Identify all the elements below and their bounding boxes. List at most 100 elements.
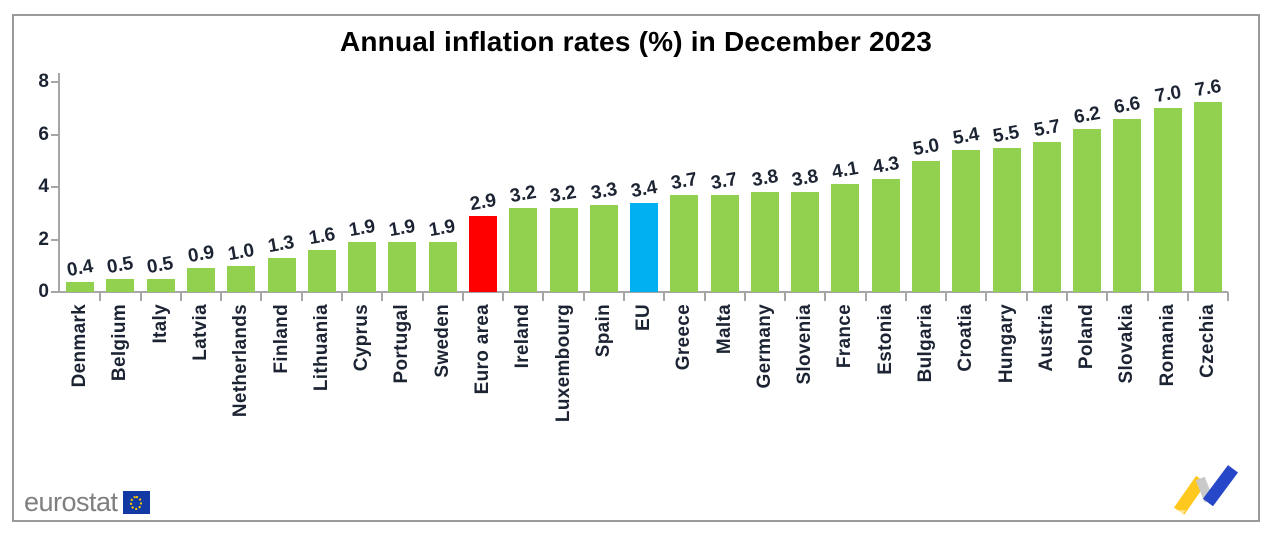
- category-cell: Bulgaria: [906, 292, 946, 452]
- category-cell: Ireland: [503, 292, 543, 452]
- bar-value-label: 3.7: [669, 168, 700, 195]
- category-label-ireland: Ireland: [512, 304, 534, 369]
- bar-czechia: [1194, 102, 1223, 292]
- category-cell: Netherlands: [221, 292, 261, 452]
- category-cell: Slovenia: [785, 292, 825, 452]
- bar-slot: 1.9: [423, 78, 464, 301]
- category-cell: Hungary: [986, 292, 1026, 452]
- bar-luxembourg: [549, 208, 578, 292]
- y-axis-tick: [51, 133, 58, 136]
- bar-slot: 0.5: [141, 78, 182, 301]
- bar-value-label: 5.5: [991, 121, 1022, 147]
- bar-value-label: 5.7: [1031, 116, 1062, 142]
- bar-slot: 5.4: [946, 78, 988, 301]
- bar-slot: 5.5: [986, 78, 1028, 301]
- x-axis-tick: [663, 292, 666, 301]
- bar-value-label: 0.9: [186, 242, 216, 268]
- bar-value-label: 3.2: [548, 181, 579, 208]
- category-cell: Austria: [1027, 292, 1067, 452]
- x-axis-tick: [864, 292, 867, 301]
- category-cell: Spain: [584, 292, 624, 452]
- x-axis-tick: [260, 292, 263, 301]
- bar-sweden: [428, 242, 457, 292]
- bar-slot: 2.9: [463, 78, 505, 301]
- y-tick-label: 6: [38, 123, 49, 145]
- category-label-eu: EU: [633, 304, 655, 331]
- x-axis-tick: [381, 292, 384, 301]
- bar-slot: 5.7: [1027, 78, 1069, 301]
- bar-belgium: [106, 278, 135, 292]
- category-label-lithuania: Lithuania: [310, 304, 332, 392]
- bar-eu: [630, 202, 659, 292]
- category-cell: Finland: [261, 292, 301, 452]
- x-axis-tick: [220, 292, 223, 301]
- category-label-sweden: Sweden: [431, 304, 453, 378]
- bar-slot: 3.8: [745, 78, 787, 301]
- category-cell: EU: [624, 292, 664, 452]
- x-axis-tick: [824, 292, 827, 301]
- bar-value-label: 4.3: [870, 152, 901, 179]
- x-axis-tick: [904, 292, 907, 301]
- bar-bulgaria: [912, 160, 941, 292]
- category-cell: Malta: [705, 292, 745, 452]
- bar-slot: 3.4: [624, 78, 666, 301]
- bar-slot: 7.0: [1148, 78, 1189, 301]
- bar-value-label: 5.4: [951, 124, 982, 150]
- bar-slot: 3.2: [503, 78, 545, 301]
- x-axis-labels: Denmark Belgium Italy Latvia Netherlands Finl…: [60, 292, 1228, 452]
- category-cell: Slovakia: [1107, 292, 1147, 452]
- x-axis-line: [58, 291, 1228, 293]
- y-tick-label: 4: [38, 176, 49, 197]
- bar-value-label: 1.9: [427, 215, 458, 242]
- bar-denmark: [66, 281, 95, 292]
- bar-slot: 1.9: [342, 78, 384, 301]
- bar-romania: [1153, 108, 1182, 292]
- bar-slot: 6.2: [1067, 78, 1109, 301]
- x-axis-tick: [179, 292, 182, 301]
- bar-slot: 0.4: [60, 78, 102, 301]
- category-label-italy: Italy: [149, 304, 171, 344]
- bar-value-label: 0.4: [65, 255, 95, 281]
- category-cell: Euro area: [463, 292, 503, 452]
- x-axis-tick: [1066, 292, 1069, 301]
- eurostat-wordmark: eurostat: [24, 487, 118, 517]
- bar-value-label: 1.9: [347, 215, 377, 242]
- category-cell: Poland: [1067, 292, 1107, 452]
- bar-slot: 1.0: [221, 78, 263, 301]
- bar-value-label: 7.6: [1193, 75, 1223, 102]
- bar-value-label: 1.3: [266, 231, 297, 258]
- bar-greece: [670, 194, 699, 292]
- bar-france: [831, 184, 860, 292]
- category-label-poland: Poland: [1076, 304, 1098, 370]
- y-tick-label: 2: [38, 228, 49, 250]
- bar-estonia: [871, 179, 900, 292]
- bar-hungary: [992, 147, 1021, 292]
- bar-slot: 0.9: [181, 78, 223, 301]
- x-axis-tick: [582, 292, 585, 301]
- bar-value-label: 1.6: [306, 223, 337, 250]
- category-cell: France: [825, 292, 865, 452]
- bar-slovenia: [791, 192, 820, 292]
- bar-value-label: 1.0: [226, 239, 257, 265]
- x-axis-tick: [1106, 292, 1109, 301]
- bar-value-label: 3.7: [709, 168, 740, 195]
- x-axis-tick: [622, 292, 625, 301]
- category-cell: Denmark: [60, 292, 100, 452]
- category-label-romania: Romania: [1156, 304, 1178, 387]
- bar-value-label: 3.4: [629, 176, 659, 202]
- category-label-luxembourg: Luxembourg: [552, 304, 574, 423]
- bar-value-label: 5.0: [911, 134, 941, 160]
- bar-slot: 3.7: [664, 78, 706, 301]
- x-axis-tick: [542, 292, 545, 301]
- category-label-greece: Greece: [673, 304, 695, 371]
- x-axis-tick: [703, 292, 706, 301]
- bar-ireland: [509, 208, 538, 292]
- bar-poland: [1073, 129, 1102, 292]
- eurostat-logo: eurostat: [24, 489, 150, 516]
- category-cell: Germany: [745, 292, 785, 452]
- bar-lithuania: [307, 250, 336, 292]
- bar-latvia: [186, 268, 215, 292]
- bar-slot: 3.3: [584, 78, 625, 301]
- bar-slot: 3.2: [543, 78, 585, 301]
- category-cell: Czechia: [1188, 292, 1228, 452]
